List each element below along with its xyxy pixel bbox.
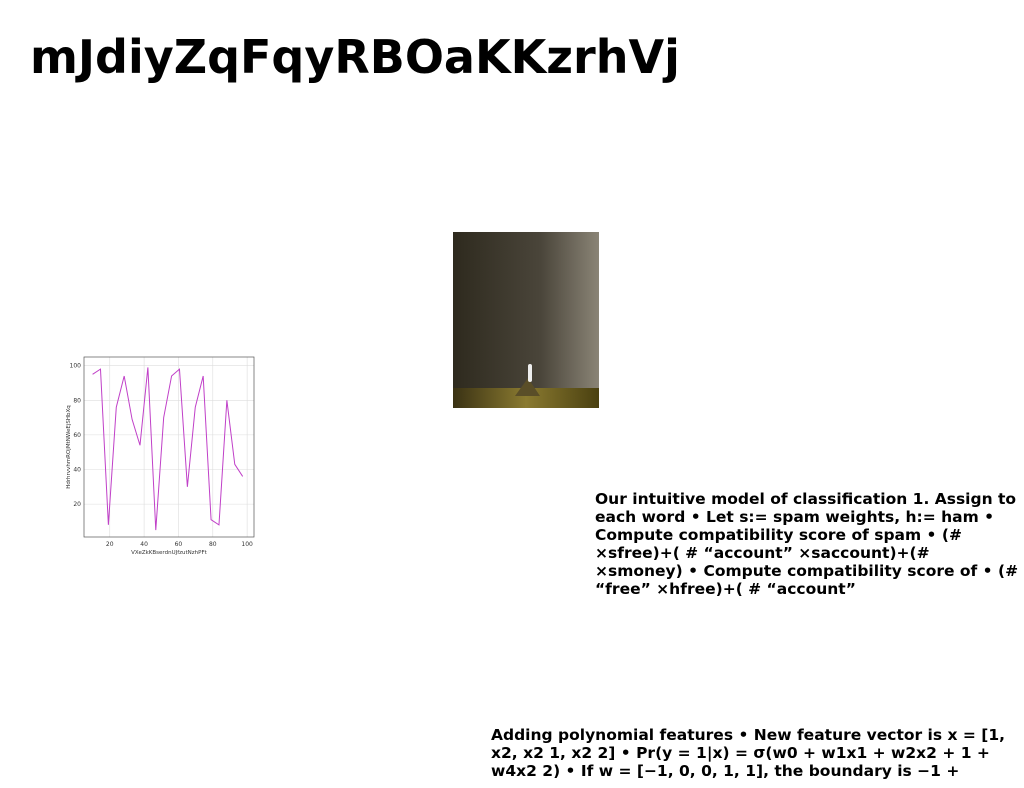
text-block: Adding polynomial features • New feature… (491, 726, 1006, 780)
x-tick-label: 40 (140, 541, 148, 548)
y-tick-label: 20 (73, 501, 81, 508)
x-axis-label: VXeZkKBserdnUJfzutNzhPFt (131, 550, 207, 556)
plot-frame (83, 356, 255, 538)
x-tick-label: 100 (241, 541, 253, 548)
y-tick-label: 100 (70, 363, 82, 370)
slide-title: mJdiyZqFqyRBOaKKzrhVj (30, 30, 680, 84)
photo (453, 232, 599, 408)
x-tick-label: 20 (106, 541, 114, 548)
y-axis-label: HdrhrvvhmROjMtNWeEjSHbXq (66, 405, 72, 488)
x-tick-label: 60 (175, 541, 183, 548)
y-tick-label: 60 (73, 432, 81, 439)
y-tick-label: 80 (73, 397, 81, 404)
y-tick-label: 40 (73, 467, 81, 474)
data-line (92, 367, 244, 531)
x-tick-label: 80 (209, 541, 217, 548)
text-block: Our intuitive model of classification 1.… (595, 490, 1019, 598)
chart: 20 40 60 80 100 20 40 60 80 100 VXeZkKBserdnUJfzut… (66, 356, 255, 556)
